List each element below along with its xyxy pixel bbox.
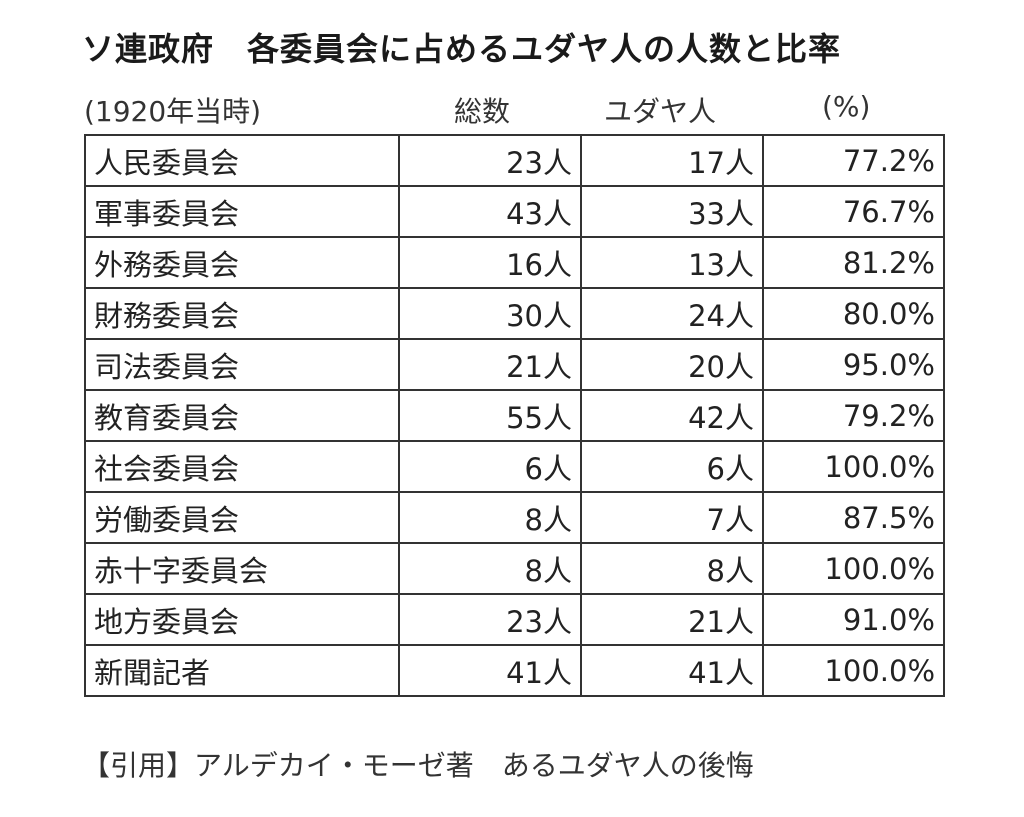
- total-count-cell: 23人: [398, 593, 582, 646]
- table-row: 人民委員会 23人 17人 77.2%: [84, 134, 945, 187]
- table-row: 社会委員会 6人 6人 100.0%: [84, 440, 945, 493]
- total-count-cell: 43人: [398, 185, 582, 238]
- page-title: ソ連政府 各委員会に占めるユダヤ人の人数と比率: [82, 30, 842, 68]
- table-row: 外務委員会 16人 13人 81.2%: [84, 236, 945, 289]
- total-count-cell: 23人: [398, 134, 582, 187]
- total-count-cell: 16人: [398, 236, 582, 289]
- committee-name-cell: 軍事委員会: [84, 185, 400, 238]
- table-row: 財務委員会 30人 24人 80.0%: [84, 287, 945, 340]
- total-count-cell: 21人: [398, 338, 582, 391]
- percent-cell: 100.0%: [762, 644, 945, 697]
- total-count-cell: 8人: [398, 491, 582, 544]
- total-count-cell: 30人: [398, 287, 582, 340]
- percent-cell: 77.2%: [762, 134, 945, 187]
- jewish-count-cell: 21人: [580, 593, 764, 646]
- total-count-cell: 41人: [398, 644, 582, 697]
- committee-table: 人民委員会 23人 17人 77.2% 軍事委員会 43人 33人 76.7% 外務委員会 16人…: [84, 134, 945, 697]
- committee-name-cell: 社会委員会: [84, 440, 400, 493]
- committee-name-cell: 財務委員会: [84, 287, 400, 340]
- jewish-count-cell: 33人: [580, 185, 764, 238]
- total-count-cell: 6人: [398, 440, 582, 493]
- jewish-count-cell: 41人: [580, 644, 764, 697]
- table-row: 労働委員会 8人 7人 87.5%: [84, 491, 945, 544]
- committee-name-cell: 労働委員会: [84, 491, 400, 544]
- committee-name-cell: 司法委員会: [84, 338, 400, 391]
- total-count-cell: 55人: [398, 389, 582, 442]
- total-count-cell: 8人: [398, 542, 582, 595]
- table-row: 赤十字委員会 8人 8人 100.0%: [84, 542, 945, 595]
- committee-name-cell: 人民委員会: [84, 134, 400, 187]
- table-body: 人民委員会 23人 17人 77.2% 軍事委員会 43人 33人 76.7% 外務委員会 16人…: [84, 134, 945, 697]
- percent-cell: 87.5%: [762, 491, 945, 544]
- jewish-count-cell: 20人: [580, 338, 764, 391]
- percent-cell: 100.0%: [762, 542, 945, 595]
- jewish-count-cell: 17人: [580, 134, 764, 187]
- percent-cell: 91.0%: [762, 593, 945, 646]
- table-row: 司法委員会 21人 20人 95.0%: [84, 338, 945, 391]
- percent-cell: 79.2%: [762, 389, 945, 442]
- table-row: 教育委員会 55人 42人 79.2%: [84, 389, 945, 442]
- committee-name-cell: 新聞記者: [84, 644, 400, 697]
- jewish-count-cell: 42人: [580, 389, 764, 442]
- percent-cell: 100.0%: [762, 440, 945, 493]
- committee-name-cell: 地方委員会: [84, 593, 400, 646]
- percent-cell: 95.0%: [762, 338, 945, 391]
- column-header-percent: (%): [822, 90, 871, 123]
- jewish-count-cell: 8人: [580, 542, 764, 595]
- column-header-total: 総数: [454, 95, 511, 128]
- source-citation: 【引用】アルデカイ・モーゼ著 あるユダヤ人の後悔: [82, 749, 754, 782]
- jewish-count-cell: 6人: [580, 440, 764, 493]
- table-row: 地方委員会 23人 21人 91.0%: [84, 593, 945, 646]
- table-row: 軍事委員会 43人 33人 76.7%: [84, 185, 945, 238]
- percent-cell: 76.7%: [762, 185, 945, 238]
- jewish-count-cell: 24人: [580, 287, 764, 340]
- year-note: (1920年当時): [84, 95, 262, 128]
- jewish-count-cell: 13人: [580, 236, 764, 289]
- jewish-count-cell: 7人: [580, 491, 764, 544]
- percent-cell: 80.0%: [762, 287, 945, 340]
- committee-name-cell: 赤十字委員会: [84, 542, 400, 595]
- table-row: 新聞記者 41人 41人 100.0%: [84, 644, 945, 697]
- committee-name-cell: 外務委員会: [84, 236, 400, 289]
- percent-cell: 81.2%: [762, 236, 945, 289]
- column-header-jewish: ユダヤ人: [604, 95, 717, 128]
- committee-name-cell: 教育委員会: [84, 389, 400, 442]
